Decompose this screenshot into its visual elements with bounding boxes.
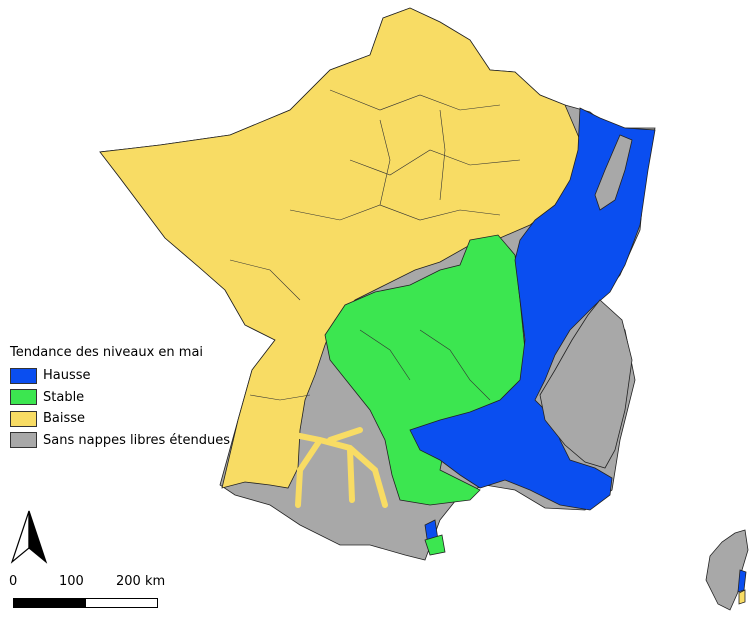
region-sans-nappes-east <box>594 134 633 211</box>
corsica-baisse <box>738 589 746 605</box>
region-baisse-rivers <box>277 427 388 508</box>
map-legend: Tendance des niveaux en mai Hausse Stabl… <box>10 345 230 451</box>
basin-boundaries <box>229 89 521 401</box>
legend-label-sans-nappes: Sans nappes libres étendues <box>43 432 231 448</box>
scale-label-100: 100 <box>59 574 84 589</box>
corsica-hausse <box>737 569 747 593</box>
region-sans-nappes-alps <box>539 299 633 469</box>
legend-label-stable: Stable <box>43 389 85 405</box>
region-baisse <box>99 7 581 489</box>
legend-label-hausse: Hausse <box>43 368 91 384</box>
legend-swatch-hausse <box>10 367 37 384</box>
legend-item-hausse: Hausse <box>10 365 230 387</box>
legend-item-sans-nappes: Sans nappes libres étendues <box>10 430 230 452</box>
region-hausse <box>409 107 656 511</box>
scale-label-200: 200 km <box>116 574 166 589</box>
scale-bar <box>13 598 158 608</box>
legend-item-baisse: Baisse <box>10 408 230 430</box>
legend-item-stable: Stable <box>10 387 230 409</box>
legend-swatch-baisse <box>10 410 37 427</box>
scale-bar-segment-2 <box>85 599 157 607</box>
legend-label-baisse: Baisse <box>43 411 86 427</box>
legend-title: Tendance des niveaux en mai <box>10 345 204 360</box>
corsica <box>705 529 749 611</box>
region-stable-coast <box>424 534 446 556</box>
scale-label-0: 0 <box>9 574 18 589</box>
legend-swatch-sans-nappes <box>10 432 37 449</box>
north-arrow-icon <box>10 510 48 564</box>
legend-swatch-stable <box>10 389 37 406</box>
scale-bar-segment-1 <box>14 599 86 607</box>
